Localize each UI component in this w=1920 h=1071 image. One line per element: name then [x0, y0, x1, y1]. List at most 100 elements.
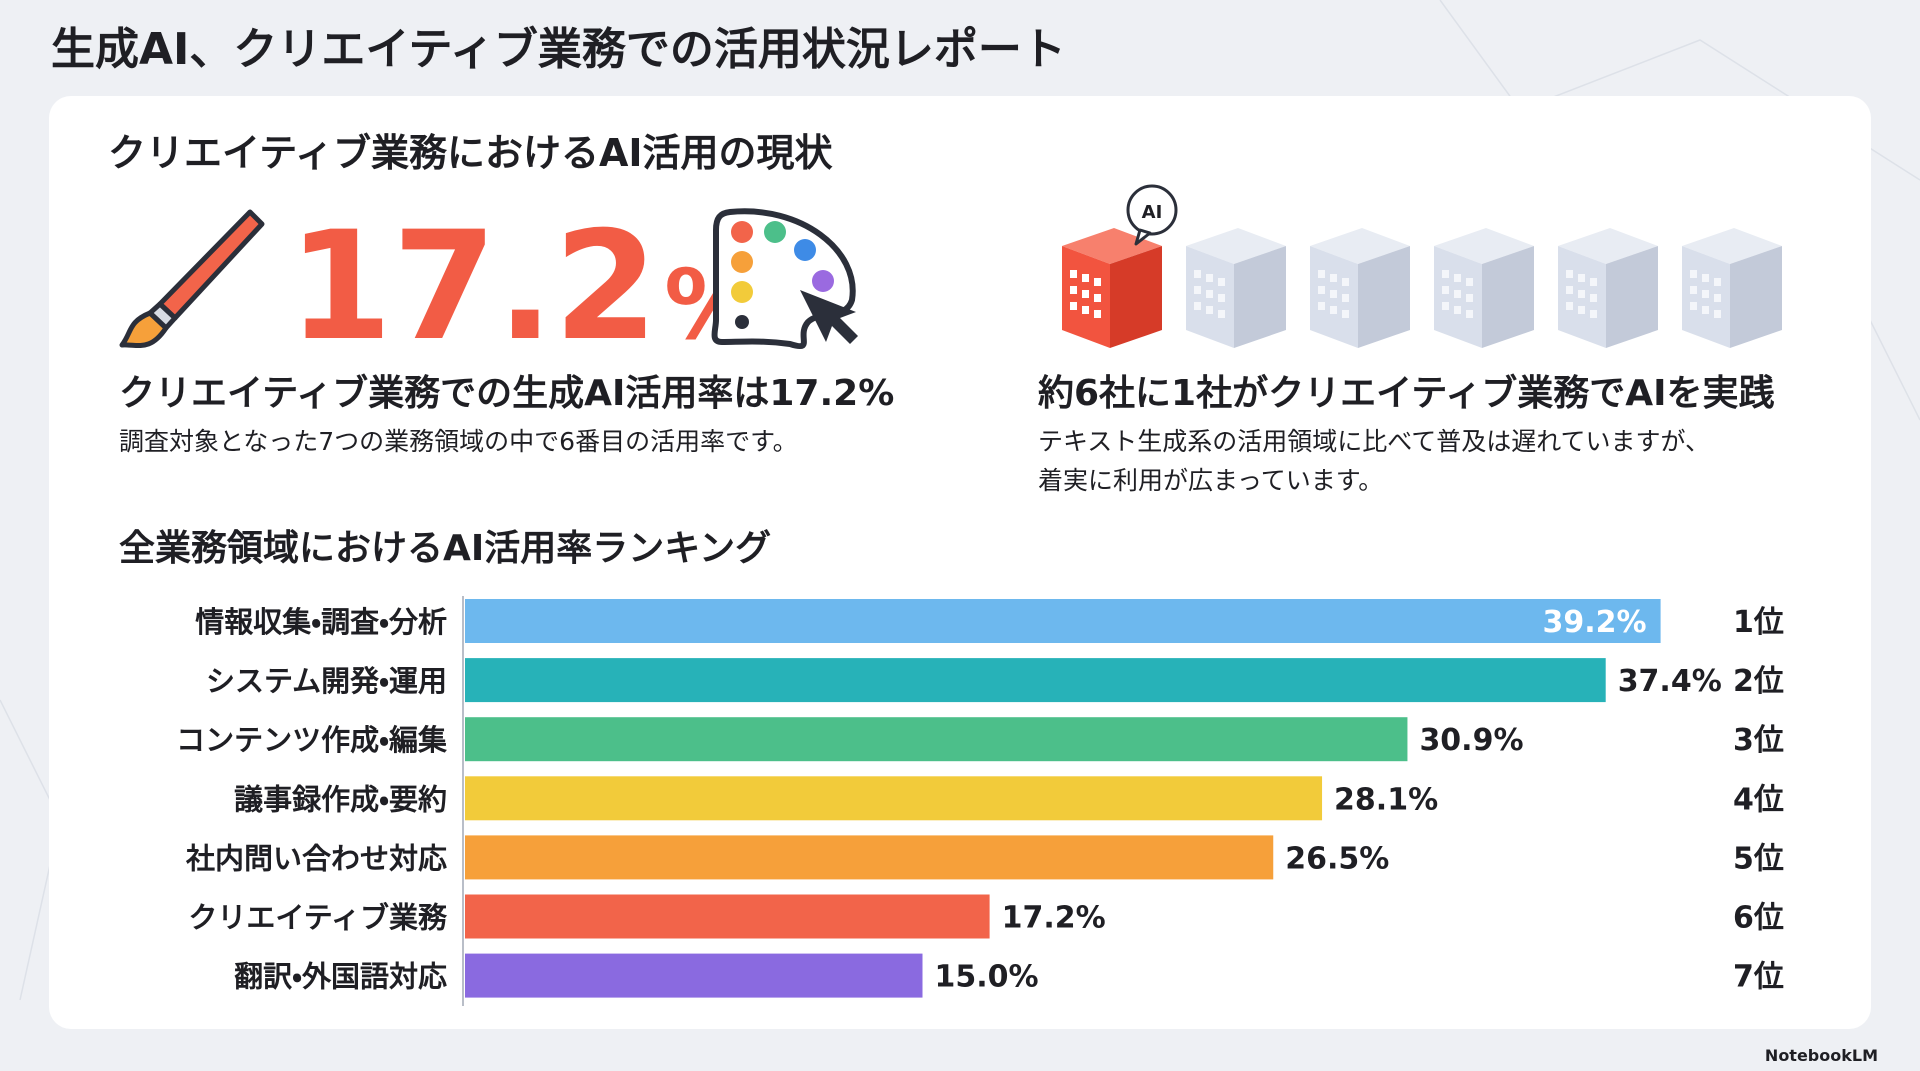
building-window [1342, 310, 1349, 318]
building-window [1094, 310, 1101, 318]
building-roof [1682, 228, 1782, 264]
building-window [1082, 290, 1089, 298]
building-window [1454, 274, 1461, 282]
building-window [1454, 306, 1461, 314]
right-text-line: テキスト生成系の活用領域に比べて普及は遅れていますが、 [1038, 427, 1710, 456]
rank-label: 6位 [1733, 901, 1784, 936]
building-window [1330, 274, 1337, 282]
building-window [1330, 306, 1337, 314]
building-window [1070, 302, 1077, 310]
category-label: クリエイティブ業務 [188, 901, 448, 935]
right-text-line: 着実に利用が広まっています。 [1038, 466, 1383, 495]
right-heading: 約6社に1社がクリエイティブ業務でAIを実践 [1038, 372, 1774, 414]
building-window [1218, 310, 1225, 318]
left-text: 調査対象となった7つの業務領域の中で6番目の活用率です。 [119, 427, 798, 456]
category-label: 翻訳・外国語対応 [234, 960, 447, 994]
rank-label: 5位 [1733, 841, 1784, 876]
building-window [1566, 286, 1573, 294]
value-label: 26.5% [1285, 841, 1389, 876]
building-window [1094, 294, 1101, 302]
rank-label: 3位 [1733, 723, 1784, 758]
building-window [1566, 302, 1573, 310]
value-label: 28.1% [1334, 782, 1438, 817]
building-window [1466, 310, 1473, 318]
building-window [1714, 310, 1721, 318]
building-window [1206, 274, 1213, 282]
building-side [1482, 246, 1534, 348]
rank-label: 7位 [1733, 960, 1784, 995]
palette-icon [711, 208, 858, 350]
building-window [1082, 274, 1089, 282]
stat-number: 17.2 [288, 200, 658, 374]
page-title: 生成AI、クリエイティブ業務での活用状況レポート [51, 24, 1066, 75]
building-window [1566, 270, 1573, 278]
bar [465, 953, 923, 998]
building-window [1442, 286, 1449, 294]
building-window [1714, 278, 1721, 286]
ai-icon-label: AI [1142, 202, 1163, 223]
category-label: コンテンツ作成・編集 [176, 723, 448, 757]
building-window [1194, 302, 1201, 310]
building-window [1070, 286, 1077, 294]
building-window [1466, 278, 1473, 286]
building-window [1590, 294, 1597, 302]
value-label: 39.2% [1543, 605, 1647, 640]
building-window [1578, 306, 1585, 314]
building-side [1358, 246, 1410, 348]
building-window [1206, 306, 1213, 314]
rank-label: 1位 [1733, 605, 1784, 640]
ai-bubble: AI [1126, 184, 1178, 246]
value-label: 17.2% [1002, 901, 1106, 936]
left-heading: クリエイティブ業務での生成AI活用率は17.2% [119, 372, 894, 414]
building-window [1318, 302, 1325, 310]
bar [465, 894, 990, 939]
building-side [1234, 246, 1286, 348]
rank-label: 4位 [1733, 782, 1784, 817]
company-icons [1062, 228, 1782, 348]
building-window [1442, 302, 1449, 310]
building-roof [1186, 228, 1286, 264]
building-window [1454, 290, 1461, 298]
building-window [1318, 270, 1325, 278]
building-window [1702, 290, 1709, 298]
building-window [1330, 290, 1337, 298]
bar [465, 776, 1323, 821]
building-window [1318, 286, 1325, 294]
stat-value: 17.2% [288, 200, 760, 374]
category-label: 議事録作成・要約 [234, 782, 447, 816]
bar [465, 599, 1661, 643]
building-window [1342, 294, 1349, 302]
value-label: 15.0% [935, 960, 1039, 995]
building-window [1578, 290, 1585, 298]
building-side [1606, 246, 1658, 348]
building-window [1690, 286, 1697, 294]
brush-icon [119, 209, 265, 349]
building-window [1070, 270, 1077, 278]
building-window [1690, 270, 1697, 278]
building-side [1110, 246, 1162, 348]
bar [465, 717, 1408, 762]
building-window [1342, 278, 1349, 286]
chart-title: 全業務領域におけるAI活用率ランキング [119, 528, 771, 569]
building-window [1702, 306, 1709, 314]
category-label: システム開発・運用 [206, 664, 447, 698]
bar [465, 658, 1606, 703]
building-window [1442, 270, 1449, 278]
value-label: 37.4% [1618, 664, 1722, 699]
building-window [1466, 294, 1473, 302]
building-window [1194, 270, 1201, 278]
building-window [1194, 286, 1201, 294]
building-window [1590, 310, 1597, 318]
section-heading: クリエイティブ業務におけるAI活用の現状 [108, 131, 834, 175]
building-window [1218, 294, 1225, 302]
building-window [1714, 294, 1721, 302]
category-label: 情報収集・調査・分析 [195, 605, 447, 639]
building-window [1578, 274, 1585, 282]
building-window [1590, 278, 1597, 286]
building-window [1702, 274, 1709, 282]
building-roof [1558, 228, 1658, 264]
rank-label: 2位 [1733, 664, 1784, 699]
building-window [1082, 306, 1089, 314]
